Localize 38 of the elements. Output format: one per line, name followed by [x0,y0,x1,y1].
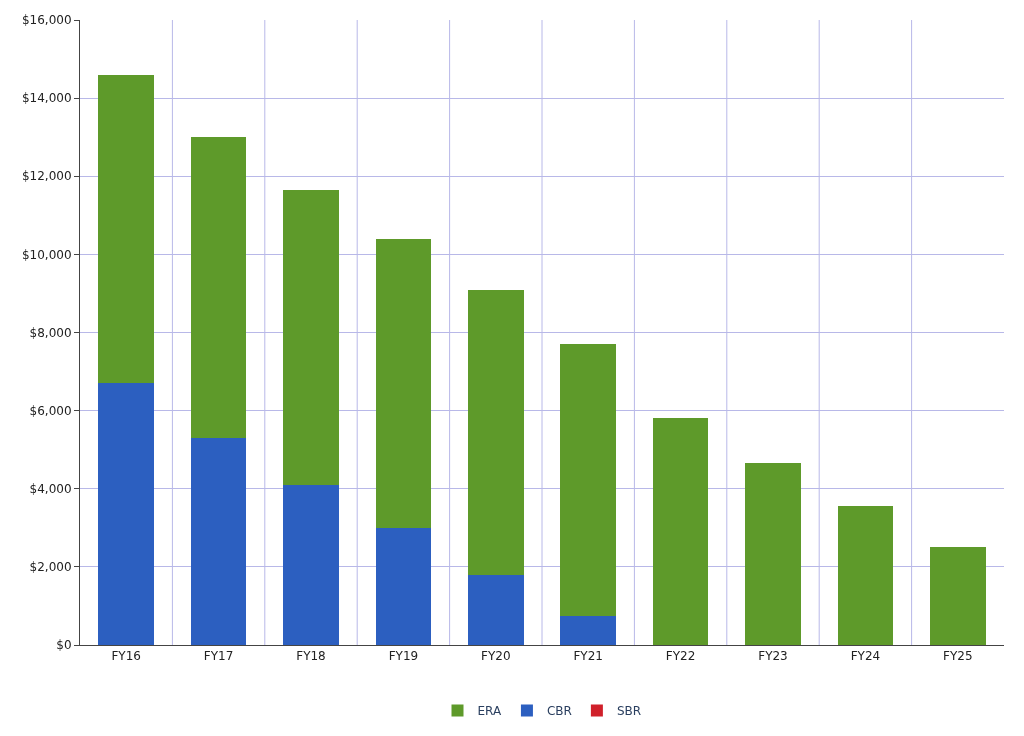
x-tick-label: FY20 [481,649,511,664]
x-tick-label: FY25 [943,649,973,664]
bar [375,527,432,645]
bar [837,506,894,645]
y-tick-label: $14,000 [21,91,72,106]
bar [190,137,247,438]
legend-label: CBR [546,704,572,719]
x-tick-label: FY17 [203,649,234,664]
bar [283,189,339,485]
bar [652,418,709,645]
x-tick-label: FY18 [296,649,326,664]
x-tick-label: FY21 [573,649,603,664]
bar [375,238,432,528]
y-tick-label: $10,000 [21,247,72,262]
bar [468,289,524,575]
y-tick-label: $12,000 [21,169,72,184]
bar [745,463,801,645]
bar [930,547,986,645]
bar [283,484,339,645]
bar [560,615,616,645]
y-tick-label: $16,000 [21,13,72,28]
bar [98,74,154,384]
x-tick-label: FY22 [665,649,696,664]
legend-label: SBR [616,704,642,719]
x-tick-label: FY23 [758,649,788,664]
bar [468,574,524,645]
y-tick-label: $2,000 [29,560,72,575]
bar [560,344,616,616]
y-tick-label: $8,000 [29,325,72,340]
x-tick-label: FY24 [850,649,881,664]
x-tick-label: FY16 [111,649,141,664]
y-tick-label: $4,000 [29,481,72,496]
y-tick-label: $6,000 [29,403,72,418]
x-tick-label: FY19 [388,649,419,664]
bar [190,437,247,645]
legend-label: ERA [477,704,502,719]
y-tick-label: $0 [56,638,72,653]
bar [98,383,154,645]
